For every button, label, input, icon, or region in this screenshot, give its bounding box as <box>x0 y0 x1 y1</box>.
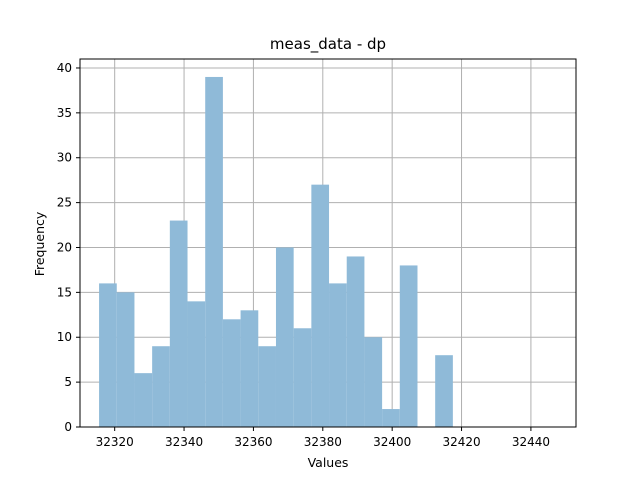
histogram-bar <box>258 346 276 427</box>
y-axis-ticks: 0 5 10 15 20 25 30 35 40 <box>57 61 80 434</box>
x-tick-label: 32420 <box>442 435 480 449</box>
plot-frame <box>79 58 577 428</box>
x-tick-label: 32320 <box>96 435 134 449</box>
histogram-bar <box>364 337 383 427</box>
x-axis-ticks: 32320 32340 32360 32380 32400 32420 32440 <box>96 427 550 449</box>
x-axis-label: Values <box>308 455 349 470</box>
y-tick-label: 0 <box>64 420 72 434</box>
histogram-bar <box>346 256 365 427</box>
histogram-bar <box>240 310 259 427</box>
histogram-bar <box>116 292 135 427</box>
x-tick-label: 32440 <box>512 435 550 449</box>
x-tick-label: 32380 <box>304 435 342 449</box>
histogram-bar <box>329 283 347 427</box>
histogram-bar <box>275 247 294 427</box>
bars <box>99 76 453 427</box>
histogram-bar <box>152 346 170 427</box>
histogram-bar <box>134 373 153 427</box>
histogram-bar <box>187 301 206 427</box>
histogram-bar <box>293 328 312 427</box>
y-tick-label: 15 <box>57 285 72 299</box>
x-tick-label: 32400 <box>373 435 411 449</box>
histogram-bar <box>311 184 330 427</box>
y-tick-label: 20 <box>57 240 72 254</box>
y-axis-label: Frequency <box>32 211 47 276</box>
histogram-bar <box>399 265 418 427</box>
histogram-bar <box>205 76 223 427</box>
chart-title: meas_data - dp <box>270 35 386 54</box>
y-tick-label: 25 <box>57 196 72 210</box>
histogram-bar <box>99 283 117 427</box>
histogram-bar <box>222 319 241 427</box>
y-tick-label: 40 <box>57 61 72 75</box>
y-tick-label: 35 <box>57 106 72 120</box>
histogram-bar <box>382 409 400 427</box>
x-tick-label: 32340 <box>165 435 203 449</box>
y-tick-label: 5 <box>64 375 72 389</box>
y-tick-label: 30 <box>57 151 72 165</box>
histogram-bar <box>435 355 453 427</box>
histogram-bar <box>169 220 188 427</box>
x-tick-label: 32360 <box>234 435 272 449</box>
y-tick-label: 10 <box>57 330 72 344</box>
